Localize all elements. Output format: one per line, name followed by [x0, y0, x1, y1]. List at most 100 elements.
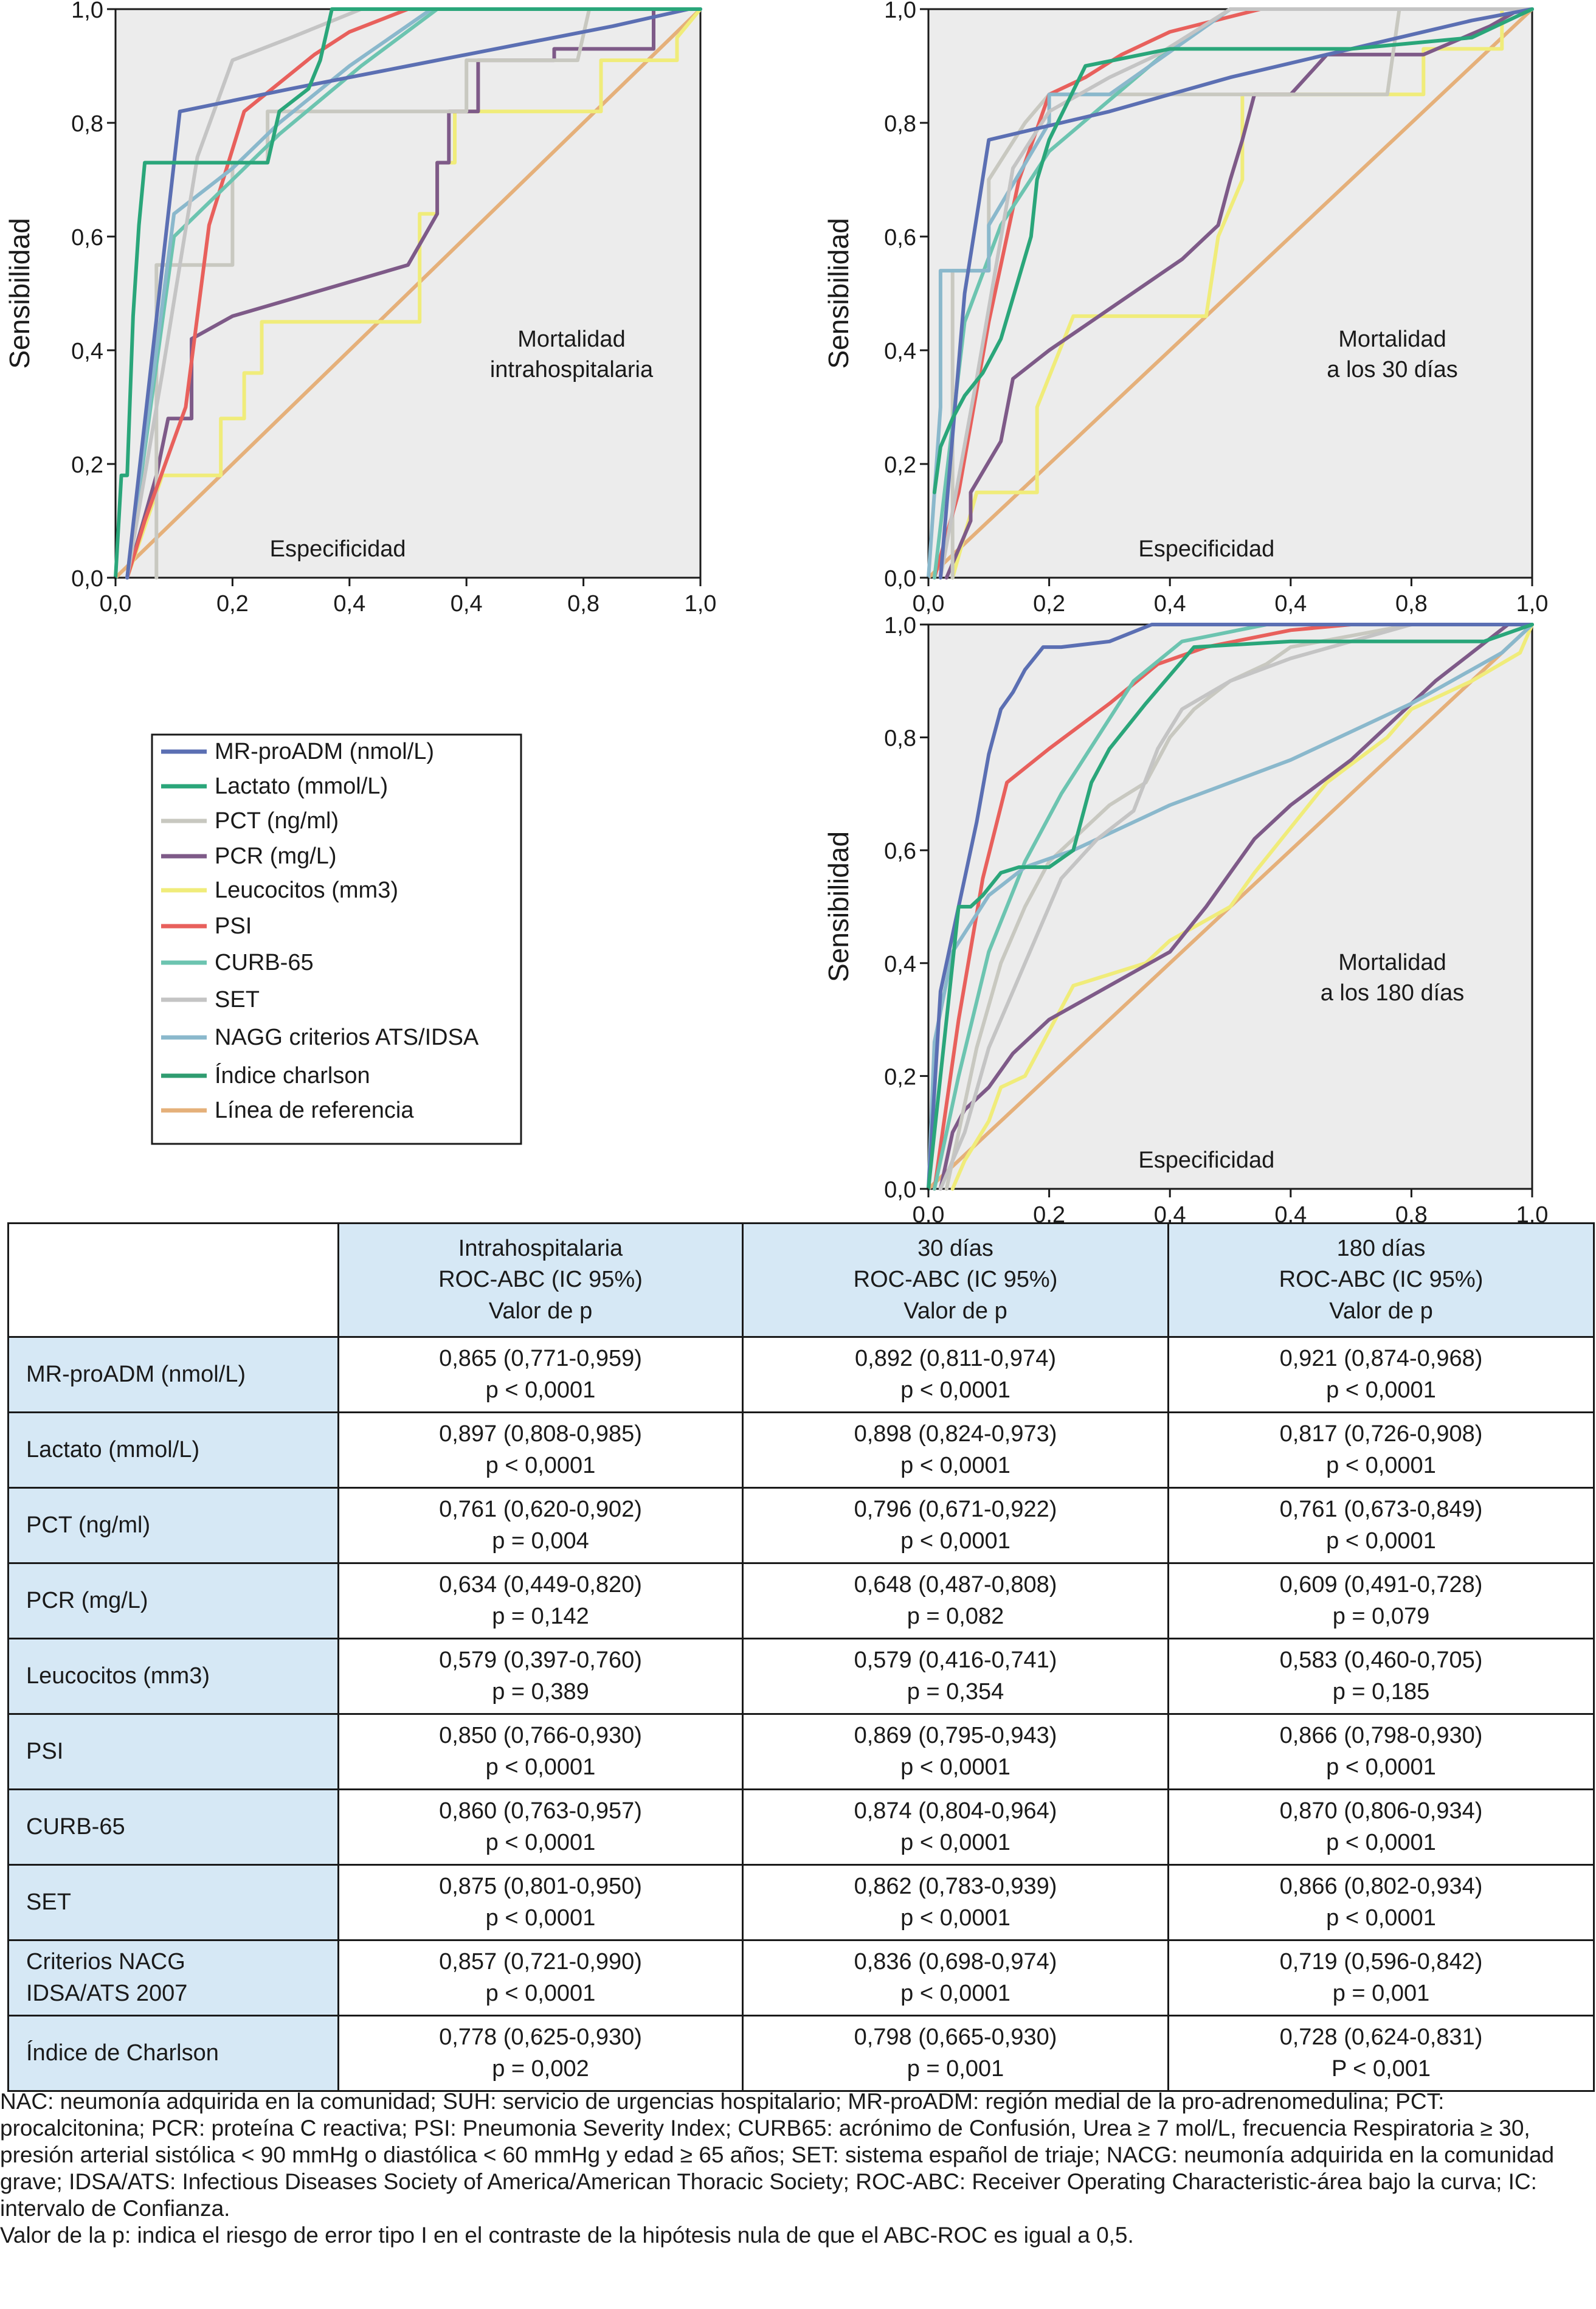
row-label: Lactato (mmol/L)	[7, 1411, 339, 1489]
row-label: Criterios NACG IDSA/ATS 2007	[7, 1939, 339, 2016]
x-axis-label: Especificidad	[1138, 536, 1274, 562]
y-tick-label: 0,4	[884, 952, 916, 977]
auc-cell: 0,798 (0,665-0,930) p = 0,001	[742, 2015, 1169, 2092]
table-row: PCR (mg/L) 0,634 (0,449-0,820) p = 0,142 0,…	[7, 1562, 1595, 1639]
x-axis-label: Especificidad	[1138, 1148, 1274, 1173]
auc-cell: 0,857 (0,721-0,990) p < 0,0001	[337, 1939, 744, 2016]
auc-cell: 0,875 (0,801-0,950) p < 0,0001	[337, 1864, 744, 1941]
auc-cell: 0,870 (0,806-0,934) p < 0,0001	[1167, 1788, 1595, 1866]
table-row: PCT (ng/ml) 0,761 (0,620-0,902) p = 0,004 0…	[7, 1487, 1595, 1564]
y-tick-label: 0,0	[884, 566, 916, 592]
y-tick-label: 0,2	[71, 452, 103, 478]
column-header-180-dias: 180 días ROC-ABC (IC 95%) Valor de p	[1167, 1222, 1595, 1338]
y-tick-label: 0,6	[884, 225, 916, 251]
legend-label: Lactato (mmol/L)	[215, 774, 388, 799]
row-label: PCT (ng/ml)	[7, 1487, 339, 1564]
auc-cell: 0,897 (0,808-0,985) p < 0,0001	[337, 1411, 744, 1489]
x-tick-label: 0,4	[333, 591, 365, 617]
legend-label: MR-proADM (nmol/L)	[215, 739, 434, 764]
auc-cell: 0,865 (0,771-0,959) p < 0,0001	[337, 1336, 744, 1413]
roc-figure: 0,00,20,40,60,81,00,0 0,2 0,4 0,4 0,8 1,0Espe…	[4, 0, 1549, 1222]
auc-cell: 0,869 (0,795-0,943) p < 0,0001	[742, 1713, 1169, 1790]
y-tick-label: 0,8	[71, 111, 103, 137]
table-corner-cell	[7, 1222, 339, 1338]
legend-label: CURB-65	[215, 950, 314, 975]
row-label: MR-proADM (nmol/L)	[7, 1336, 339, 1413]
auc-cell: 0,728 (0,624-0,831) P < 0,001	[1167, 2015, 1595, 2092]
row-label: Leucocitos (mm3)	[7, 1638, 339, 1715]
roc-line-pcr-mg-l	[944, 7, 1534, 580]
panel-title-line: a los 30 días	[1327, 357, 1457, 383]
panel-title-line: Mortalidad	[517, 327, 625, 352]
row-label: CURB-65	[7, 1788, 339, 1866]
y-tick-label: 0,8	[884, 726, 916, 752]
auc-cell: 0,860 (0,763-0,957) p < 0,0001	[337, 1788, 744, 1866]
legend-label: Línea de referencia	[215, 1098, 414, 1123]
column-header-intrahospitalaria: Intrahospitalaria ROC-ABC (IC 95%) Valor…	[337, 1222, 744, 1338]
roc-line-set	[938, 7, 1534, 580]
table-row: Leucocitos (mm3) 0,579 (0,397-0,760) p = 0…	[7, 1638, 1595, 1715]
auc-cell: 0,761 (0,673-0,849) p < 0,0001	[1167, 1487, 1595, 1564]
table-row: Criterios NACG IDSA/ATS 2007 0,857 (0,721-…	[7, 1939, 1595, 2016]
x-tick-label: 0,0	[913, 591, 945, 617]
roc-line-mr-proadm-nmol-l	[125, 7, 702, 580]
footnotes: NAC: neumonía adquirida en la comunidad;…	[0, 2088, 1587, 2249]
y-tick-label: 0,8	[884, 111, 916, 137]
auc-cell: 0,850 (0,766-0,930) p < 0,0001	[337, 1713, 744, 1790]
auc-cell: 0,796 (0,671-0,922) p < 0,0001	[742, 1487, 1169, 1564]
table-row: MR-proADM (nmol/L) 0,865 (0,771-0,959) p <…	[7, 1336, 1595, 1413]
y-tick-label: 0,0	[884, 1177, 916, 1203]
x-tick-label: 0,2	[1033, 591, 1065, 617]
roc-line-psi	[932, 623, 1534, 1191]
y-tick-label: 0,2	[884, 1064, 916, 1090]
legend-label: PSI	[215, 913, 252, 939]
auc-cell: 0,778 (0,625-0,930) p = 0,002	[337, 2015, 744, 2092]
y-tick-label: 1,0	[71, 0, 103, 23]
roc-line-mr-proadm-nmol-l	[938, 7, 1534, 580]
table-row: CURB-65 0,860 (0,763-0,957) p < 0,0001 0,87…	[7, 1788, 1595, 1866]
auc-cell: 0,921 (0,874-0,968) p < 0,0001	[1167, 1336, 1595, 1413]
row-label: SET	[7, 1864, 339, 1941]
x-tick-label: 1,0	[1516, 591, 1549, 617]
table-row: PSI 0,850 (0,766-0,930) p < 0,0001 0,869 (0…	[7, 1713, 1595, 1790]
y-tick-label: 0,4	[884, 339, 916, 364]
auc-cell: 0,817 (0,726-0,908) p < 0,0001	[1167, 1411, 1595, 1489]
y-tick-label: 0,6	[884, 839, 916, 864]
x-axis-label: Especificidad	[270, 536, 406, 562]
y-axis-label: Sensibilidad	[823, 218, 854, 369]
roc-line-lactato-mmol-l	[927, 623, 1534, 1191]
auc-cell: 0,761 (0,620-0,902) p = 0,004	[337, 1487, 744, 1564]
panel-title-line: Mortalidad	[1338, 327, 1446, 352]
x-tick-label: 0,4	[1274, 1202, 1307, 1222]
x-tick-label: 1,0	[1516, 1202, 1549, 1222]
auc-cell: 0,898 (0,824-0,973) p < 0,0001	[742, 1411, 1169, 1489]
x-tick-label: 0,2	[216, 591, 249, 617]
y-tick-label: 0,6	[71, 225, 103, 251]
y-tick-label: 1,0	[884, 0, 916, 23]
auc-cell: 0,579 (0,397-0,760) p = 0,389	[337, 1638, 744, 1715]
x-tick-label: 0,4	[1274, 591, 1307, 617]
legend-label: Leucocitos (mm3)	[215, 878, 398, 903]
y-axis-label: Sensibilidad	[823, 831, 854, 982]
roc-line-pcr-mg-l	[938, 623, 1534, 1191]
auc-cell: 0,866 (0,802-0,934) p < 0,0001	[1167, 1864, 1595, 1941]
roc-line-lactato-mmol-l	[114, 7, 702, 580]
abbreviations-note: NAC: neumonía adquirida en la comunidad;…	[0, 2089, 1555, 2221]
auc-cell: 0,634 (0,449-0,820) p = 0,142	[337, 1562, 744, 1639]
roc-line-set	[938, 623, 1534, 1191]
auc-cell: 0,866 (0,798-0,930) p < 0,0001	[1167, 1713, 1595, 1790]
auc-cell: 0,892 (0,811-0,974) p < 0,0001	[742, 1336, 1169, 1413]
y-tick-label: 0,2	[884, 452, 916, 478]
legend-box	[151, 733, 522, 1145]
panel-title-line: Mortalidad	[1338, 950, 1446, 975]
legend-label: NAGG criterios ATS/IDSA	[215, 1025, 479, 1050]
x-tick-label: 0,0	[100, 591, 132, 617]
x-tick-label: 1,0	[685, 591, 717, 617]
legend-label: PCR (mg/L)	[215, 843, 337, 869]
legend-label: PCT (ng/ml)	[215, 808, 339, 834]
roc-line-pcr-mg-l	[125, 7, 702, 580]
y-tick-label: 1,0	[884, 613, 916, 639]
roc-line-pct-ng-ml	[154, 7, 702, 580]
table-header-row: Intrahospitalaria ROC-ABC (IC 95%) Valor…	[7, 1222, 1595, 1338]
x-tick-label: 0,8	[1395, 1202, 1428, 1222]
